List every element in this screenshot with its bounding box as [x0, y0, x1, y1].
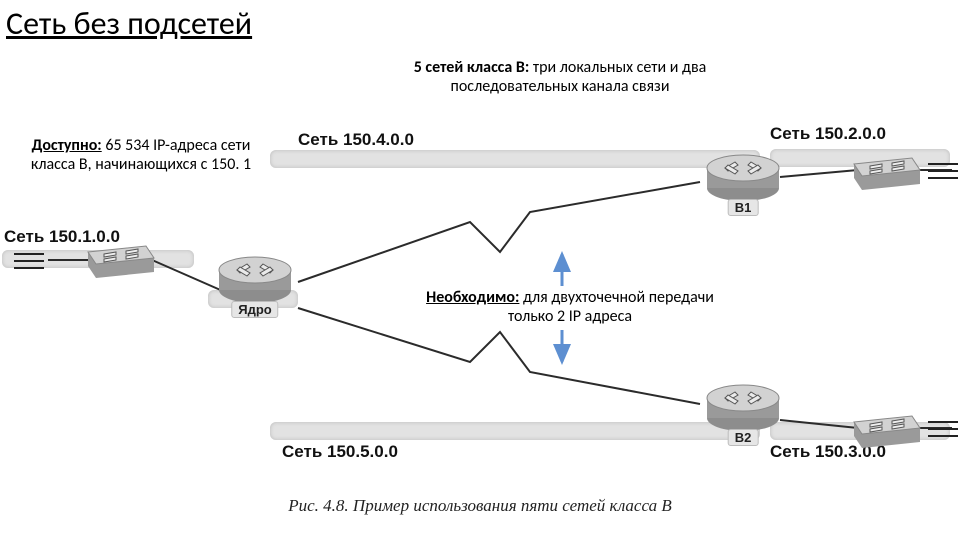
figure-caption: Рис. 4.8. Пример использования пяти сете…	[0, 496, 960, 516]
subtitle: 5 сетей класса В: три локальных сети и д…	[360, 58, 760, 96]
router-b2: В2	[704, 380, 782, 434]
cable-stub-left	[14, 248, 44, 274]
link-lines	[0, 122, 960, 512]
router-b1: В1	[704, 150, 782, 204]
switch-bottom-right	[852, 410, 922, 448]
router-b1-label: В1	[728, 199, 759, 216]
switch-top-right	[852, 152, 922, 190]
router-b2-label: В2	[728, 429, 759, 446]
switch-left	[86, 240, 156, 278]
cable-stub-top-right	[928, 158, 958, 184]
router-core: Ядро	[216, 252, 294, 306]
page-title: Сеть без подсетей	[6, 4, 252, 43]
subtitle-bold: 5 сетей класса В:	[414, 58, 530, 77]
router-core-label: Ядро	[231, 301, 278, 318]
cable-stub-bottom-right	[928, 416, 958, 442]
network-diagram: Сеть 150.4.0.0 Сеть 150.2.0.0 Сеть 150.1…	[0, 122, 960, 512]
